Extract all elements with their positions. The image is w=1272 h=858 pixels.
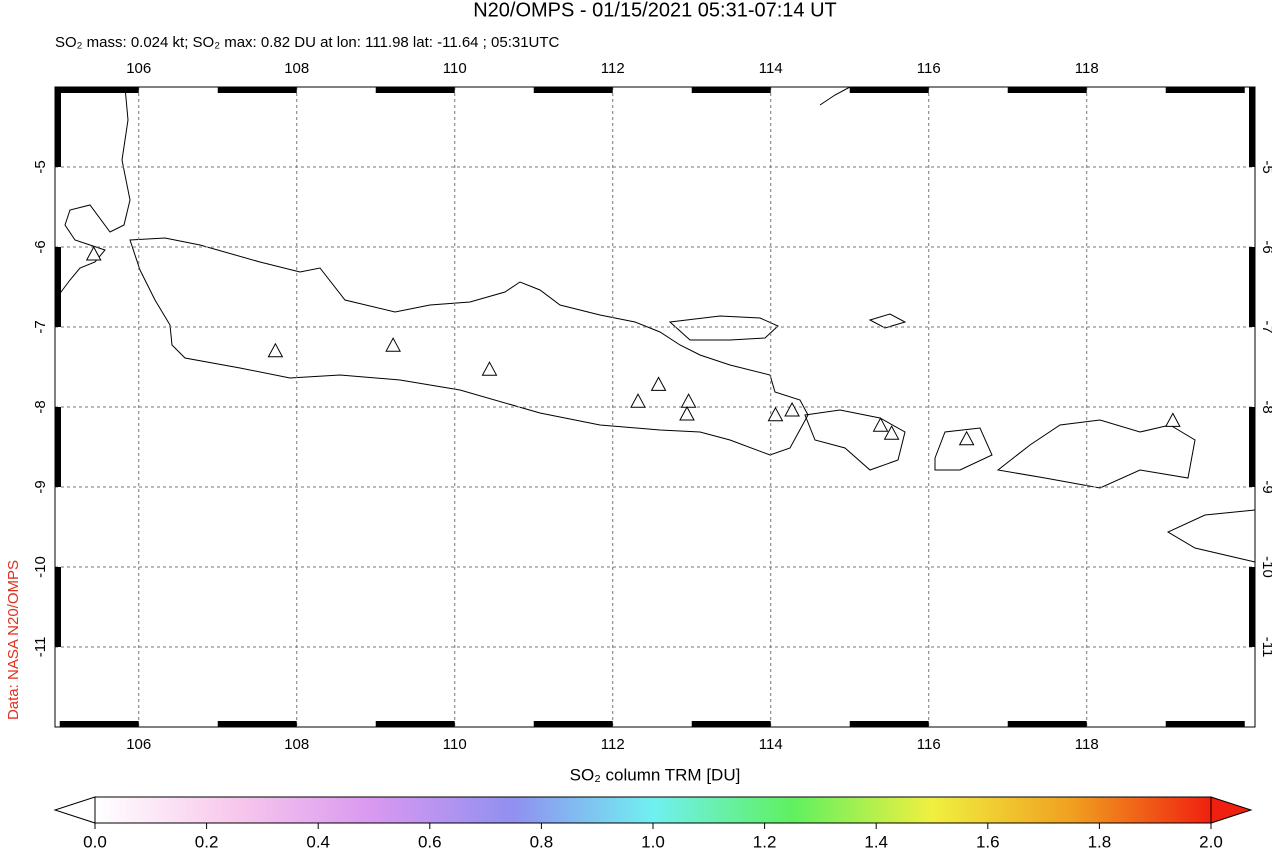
frame-segment bbox=[59, 721, 139, 727]
coastline bbox=[868, 313, 907, 329]
colorbar bbox=[94, 796, 1212, 824]
volcano-marker bbox=[650, 376, 667, 391]
volcano-marker bbox=[85, 245, 102, 261]
frame-segment bbox=[1165, 87, 1245, 93]
colorbar-tick-label: 1.6 bbox=[976, 832, 1000, 851]
y-tick-label: -7 bbox=[32, 320, 49, 333]
y-tick-label: -9 bbox=[32, 480, 49, 493]
frame-segment bbox=[375, 87, 455, 93]
x-tick-label: 116 bbox=[917, 736, 941, 753]
y-tick-label: -11 bbox=[1259, 637, 1272, 658]
frame-segment bbox=[691, 721, 771, 727]
volcano-marker bbox=[958, 430, 975, 446]
y-tick-label: -5 bbox=[1259, 160, 1272, 173]
x-tick-label: 108 bbox=[284, 736, 309, 753]
source-label: Data: NASA N20/OMPS bbox=[5, 560, 22, 720]
volcano-marker bbox=[385, 337, 401, 352]
coastline bbox=[934, 427, 993, 471]
volcano-marker bbox=[883, 425, 900, 440]
chart-title: N20/OMPS - 01/15/2021 05:31-07:14 UT bbox=[473, 0, 837, 21]
x-tick-label: 110 bbox=[443, 60, 467, 77]
frame-segment bbox=[1165, 721, 1245, 727]
coastline bbox=[996, 419, 1196, 489]
volcano-marker bbox=[1165, 412, 1181, 427]
y-tick-label: -10 bbox=[32, 556, 49, 578]
subtitle: SO₂ mass: 0.024 kt; SO₂ max: 0.82 DU at … bbox=[55, 34, 560, 51]
y-tick-label: -8 bbox=[32, 400, 49, 413]
plot-area bbox=[55, 87, 1255, 727]
coastline bbox=[1166, 509, 1256, 563]
y-tick-label: -8 bbox=[1259, 400, 1272, 413]
volcano-marker bbox=[767, 406, 784, 422]
frame-segment bbox=[533, 87, 613, 93]
coastline bbox=[129, 237, 809, 456]
frame-segment bbox=[849, 87, 929, 93]
volcano-marker bbox=[481, 361, 498, 376]
volcano-marker bbox=[680, 393, 697, 408]
x-tick-label: 114 bbox=[759, 60, 783, 77]
frame-segment bbox=[375, 721, 455, 727]
colorbar-label: SO₂ column TRM [DU] bbox=[570, 765, 741, 784]
frame-segment bbox=[55, 567, 61, 647]
x-tick-label: 108 bbox=[284, 60, 309, 77]
frame-segment bbox=[55, 247, 61, 327]
y-tick-label: -11 bbox=[32, 637, 49, 658]
colorbar-tick-label: 1.0 bbox=[641, 832, 665, 851]
volcano-marker bbox=[679, 405, 695, 421]
frame-segment bbox=[1249, 567, 1255, 647]
x-tick-label: 118 bbox=[1075, 736, 1099, 753]
frame-segment bbox=[1249, 407, 1255, 487]
frame-segment bbox=[1007, 87, 1087, 93]
frame-segment bbox=[55, 87, 61, 167]
x-tick-label: 106 bbox=[126, 736, 151, 753]
frame-segment bbox=[1249, 87, 1255, 167]
frame-segment bbox=[1249, 247, 1255, 327]
x-tick-label: 106 bbox=[126, 60, 151, 77]
x-tick-label: 114 bbox=[759, 736, 783, 753]
coastline bbox=[668, 315, 779, 341]
x-tick-label: 112 bbox=[601, 736, 625, 753]
frame-segment bbox=[849, 721, 929, 727]
volcano-marker bbox=[784, 401, 800, 417]
y-tick-label: -6 bbox=[1259, 240, 1272, 253]
x-tick-label: 112 bbox=[601, 60, 625, 77]
colorbar-tick-label: 0.0 bbox=[83, 832, 107, 851]
colorbar-tick-label: 1.8 bbox=[1088, 832, 1112, 851]
coastline bbox=[804, 409, 906, 471]
frame-segment bbox=[691, 87, 771, 93]
volcano-marker bbox=[267, 342, 284, 358]
y-tick-label: -7 bbox=[1259, 320, 1272, 333]
frame-segment bbox=[55, 407, 61, 487]
x-tick-label: 110 bbox=[443, 736, 467, 753]
frame-segment bbox=[217, 721, 297, 727]
colorbar-tick-label: 1.2 bbox=[753, 832, 777, 851]
colorbar-tick-label: 0.4 bbox=[306, 832, 330, 851]
coastline bbox=[54, 86, 131, 301]
y-tick-label: -9 bbox=[1259, 480, 1272, 493]
colorbar-tick-label: 0.2 bbox=[195, 832, 219, 851]
frame-segment bbox=[1007, 721, 1087, 727]
colorbar-tick-label: 2.0 bbox=[1199, 832, 1223, 851]
colorbar-tick-label: 0.6 bbox=[418, 832, 442, 851]
volcano-marker bbox=[630, 393, 646, 408]
y-tick-label: -10 bbox=[1259, 556, 1272, 578]
coastlines bbox=[54, 86, 1256, 563]
colorbar-tick-label: 1.4 bbox=[864, 832, 888, 851]
y-tick-label: -5 bbox=[32, 160, 49, 173]
y-tick-label: -6 bbox=[32, 240, 49, 253]
volcano-marker bbox=[872, 417, 889, 432]
colorbar-arrow-low bbox=[53, 796, 96, 824]
colorbar-arrow-high bbox=[1210, 796, 1253, 824]
frame-segment bbox=[59, 87, 139, 93]
x-tick-label: 116 bbox=[917, 60, 941, 77]
colorbar-tick-label: 0.8 bbox=[530, 832, 554, 851]
coastline bbox=[819, 86, 851, 106]
x-tick-label: 118 bbox=[1075, 60, 1099, 77]
frame-segment bbox=[217, 87, 297, 93]
frame-segment bbox=[533, 721, 613, 727]
